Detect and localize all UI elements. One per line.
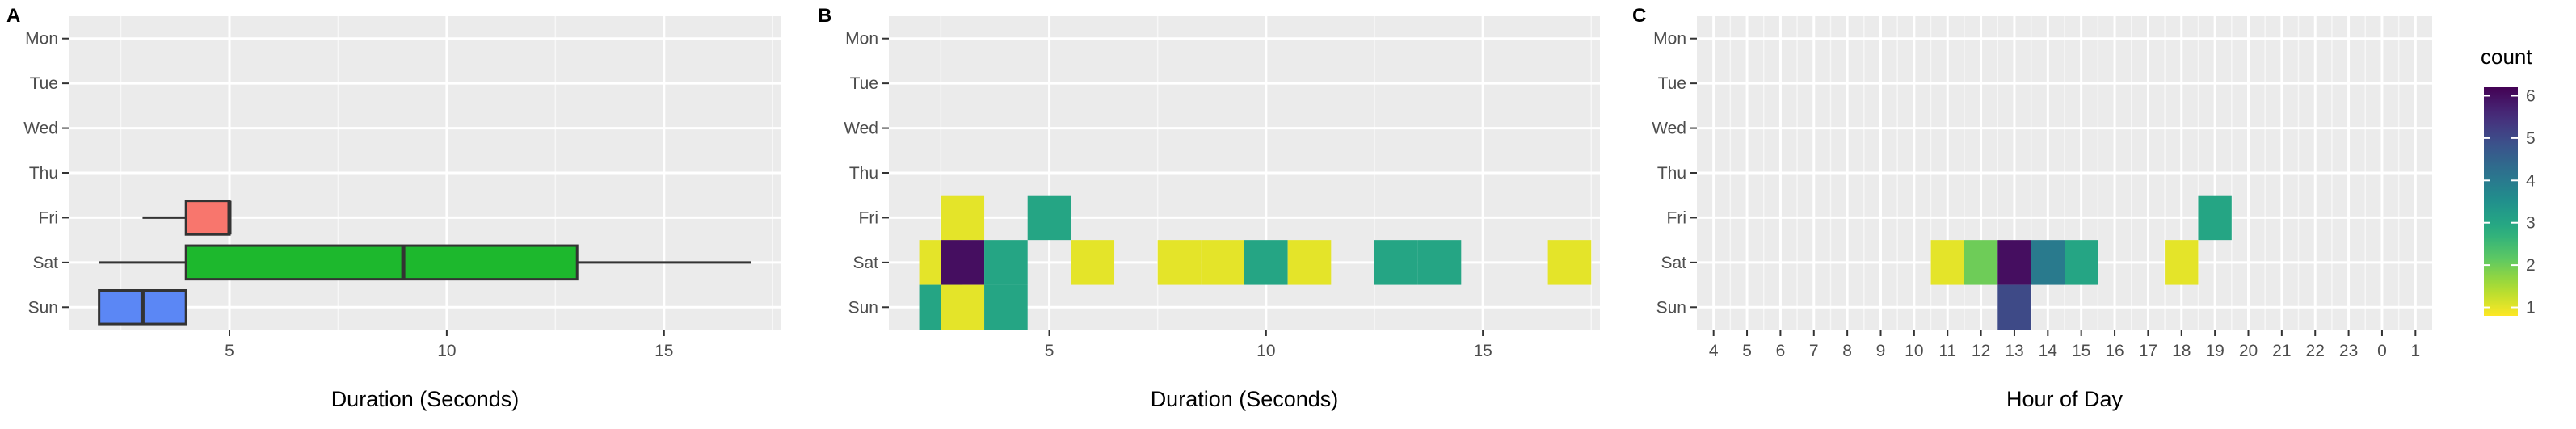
x-tick-label: 13 <box>2005 342 2023 360</box>
heatmap-tile <box>1071 240 1115 285</box>
y-tick-label: Tue <box>850 74 878 93</box>
x-tick-label: 17 <box>2139 342 2157 360</box>
y-tick-label: Thu <box>849 164 878 183</box>
legend-colorbar <box>2484 87 2518 316</box>
heatmap-tile <box>1997 240 2031 285</box>
legend-tick-label: 2 <box>2526 256 2536 275</box>
heatmap-tile <box>984 284 1028 330</box>
heatmap-tile <box>2065 240 2098 285</box>
heatmap-tile <box>1157 240 1202 285</box>
x-tick-label: 18 <box>2172 342 2191 360</box>
heatmap-tile <box>1374 240 1418 285</box>
heatmap-tile <box>1417 240 1462 285</box>
x-tick-label: 0 <box>2377 342 2387 360</box>
heatmap-tile <box>984 240 1028 285</box>
x-tick-label: 15 <box>1473 342 1492 360</box>
heatmap-tile <box>1201 240 1244 285</box>
y-tick-label: Tue <box>30 74 58 93</box>
legend-tick-label: 4 <box>2526 171 2536 190</box>
x-axis-title: Duration (Seconds) <box>1151 387 1339 411</box>
x-tick-label: 20 <box>2239 342 2258 360</box>
x-tick-label: 9 <box>1876 342 1886 360</box>
y-tick-label: Fri <box>1667 208 1687 227</box>
panel-tag-b: B <box>818 5 831 27</box>
heatmap-tile <box>1244 240 1288 285</box>
legend-tick-label: 1 <box>2526 299 2536 318</box>
y-tick-label: Sun <box>28 298 58 317</box>
heatmap-tile <box>1287 240 1332 285</box>
x-tick-label: 16 <box>2105 342 2124 360</box>
x-tick-label: 11 <box>1938 342 1956 360</box>
y-tick-label: Sun <box>848 298 878 317</box>
x-tick-label: 5 <box>225 342 234 360</box>
panel-tag-c: C <box>1632 5 1646 27</box>
boxplot-box <box>184 244 579 281</box>
x-tick-label: 21 <box>2272 342 2291 360</box>
heatmap-tile <box>941 240 985 285</box>
heatmap-tile <box>941 195 985 241</box>
heatmap-tile <box>1027 195 1071 241</box>
heatmap-tile <box>2165 240 2199 285</box>
y-tick-label: Sat <box>32 254 58 272</box>
x-tick-label: 15 <box>655 342 673 360</box>
heatmap-tile <box>1997 284 2031 330</box>
x-tick-label: 1 <box>2410 342 2420 360</box>
x-tick-label: 14 <box>2039 342 2058 360</box>
x-tick-label: 10 <box>437 342 456 360</box>
y-tick-label: Sun <box>1656 298 1686 317</box>
legend-title: count <box>2481 44 2532 69</box>
y-tick-label: Mon <box>1653 30 1686 48</box>
y-tick-label: Mon <box>845 30 878 48</box>
heatmap-tile <box>2031 240 2065 285</box>
y-tick-label: Wed <box>23 120 58 138</box>
heatmap-tile <box>941 284 985 330</box>
legend-tick-label: 3 <box>2526 214 2536 233</box>
y-tick-label: Fri <box>39 208 59 227</box>
x-tick-label: 6 <box>1776 342 1786 360</box>
y-tick-label: Mon <box>25 30 58 48</box>
x-tick-label: 10 <box>1905 342 1923 360</box>
y-tick-label: Thu <box>1657 164 1686 183</box>
x-axis-title: Hour of Day <box>2006 387 2124 411</box>
legend-tick-label: 6 <box>2526 86 2536 105</box>
y-tick-label: Sat <box>1661 254 1686 272</box>
x-axis-title: Duration (Seconds) <box>331 387 520 411</box>
boxplot-box <box>184 200 231 236</box>
y-tick-label: Tue <box>1658 74 1686 93</box>
y-tick-label: Fri <box>859 208 879 227</box>
heatmap-tile <box>2198 195 2232 241</box>
x-tick-label: 22 <box>2306 342 2325 360</box>
panel-tag-a: A <box>6 5 20 27</box>
y-tick-label: Sat <box>852 254 878 272</box>
x-tick-label: 10 <box>1256 342 1275 360</box>
x-tick-label: 12 <box>1972 342 1990 360</box>
heatmap-tile <box>1964 240 1998 285</box>
x-tick-label: 8 <box>1842 342 1852 360</box>
x-tick-label: 23 <box>2339 342 2358 360</box>
x-tick-label: 5 <box>1045 342 1054 360</box>
x-tick-label: 19 <box>2205 342 2224 360</box>
x-tick-label: 7 <box>1809 342 1819 360</box>
heatmap-tile <box>1547 240 1592 285</box>
x-tick-label: 15 <box>2072 342 2090 360</box>
legend-tick-label: 5 <box>2526 129 2536 148</box>
x-tick-label: 4 <box>1709 342 1719 360</box>
heatmap-tile <box>1930 240 1964 285</box>
x-tick-label: 5 <box>1742 342 1752 360</box>
y-tick-label: Thu <box>29 164 58 183</box>
y-tick-label: Wed <box>844 120 878 138</box>
y-tick-label: Wed <box>1652 120 1686 138</box>
